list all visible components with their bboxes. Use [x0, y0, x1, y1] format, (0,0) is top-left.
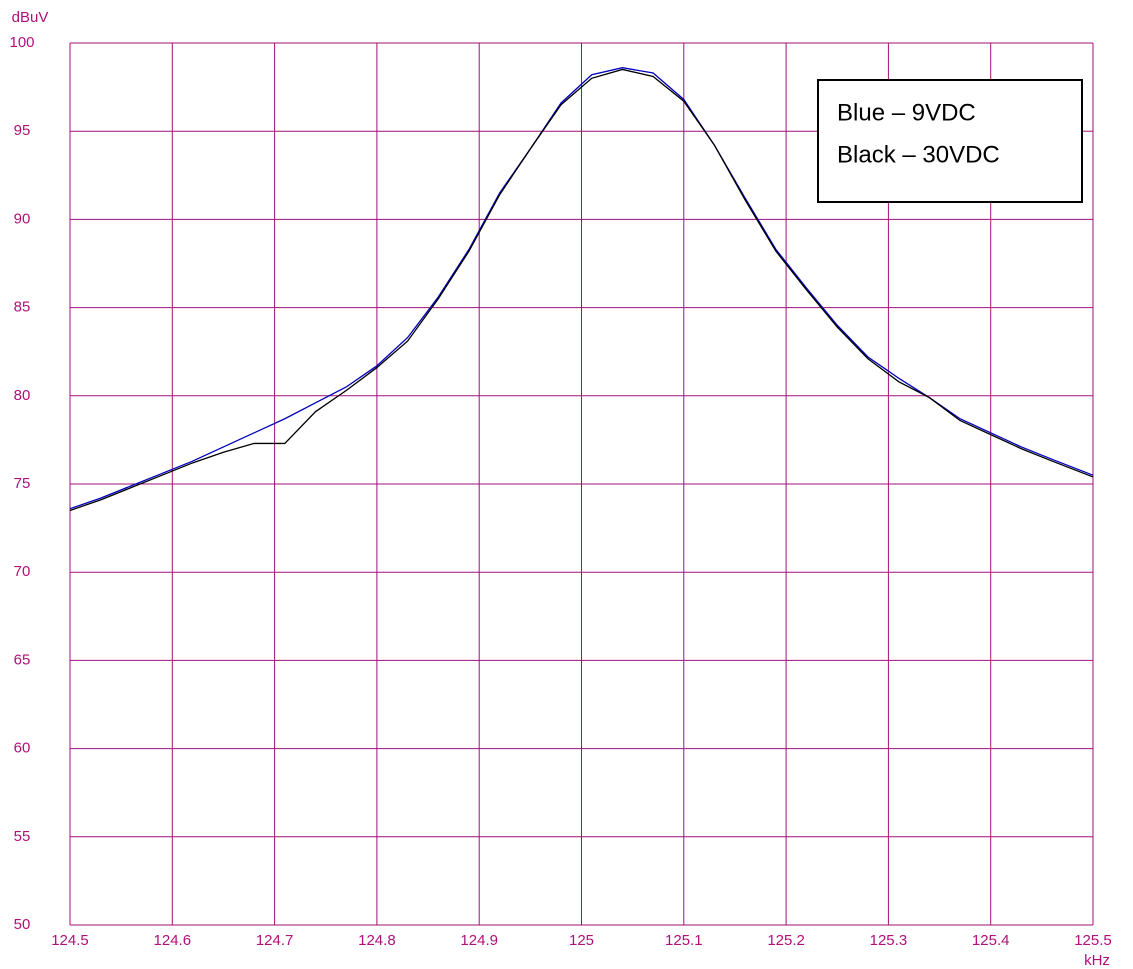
y-axis-label: dBuV: [12, 9, 49, 26]
series-line: [69, 68, 1094, 512]
y-tick-label: 50: [14, 916, 31, 933]
x-axis-label: kHz: [1084, 952, 1110, 969]
y-tick-label: 55: [14, 828, 31, 845]
x-tick-label: 125: [569, 932, 594, 949]
y-tick-label: 60: [14, 740, 31, 757]
legend-entry: Black – 30VDC: [837, 141, 1000, 168]
x-tick-label: 124.8: [358, 932, 396, 949]
x-tick-label: 125.4: [972, 932, 1010, 949]
y-tick-label: 100: [9, 34, 34, 51]
x-tick-label: 125.1: [665, 932, 703, 949]
legend-entry: Blue – 9VDC: [837, 99, 976, 126]
y-tick-label: 85: [14, 299, 31, 316]
x-tick-label: 125.3: [870, 932, 908, 949]
x-tick-label: 125.2: [767, 932, 805, 949]
y-tick-label: 90: [14, 210, 31, 227]
x-tick-label: 125.5: [1074, 932, 1112, 949]
y-tick-label: 80: [14, 387, 31, 404]
x-tick-label: 124.6: [154, 932, 192, 949]
y-tick-label: 95: [14, 122, 31, 139]
x-tick-label: 124.7: [256, 932, 294, 949]
x-tick-label: 124.9: [460, 932, 498, 949]
y-tick-label: 70: [14, 563, 31, 580]
y-tick-label: 65: [14, 651, 31, 668]
x-tick-label: 124.5: [51, 932, 89, 949]
legend-box: [817, 79, 1083, 203]
y-tick-label: 75: [14, 475, 31, 492]
series-line: [69, 67, 1094, 510]
